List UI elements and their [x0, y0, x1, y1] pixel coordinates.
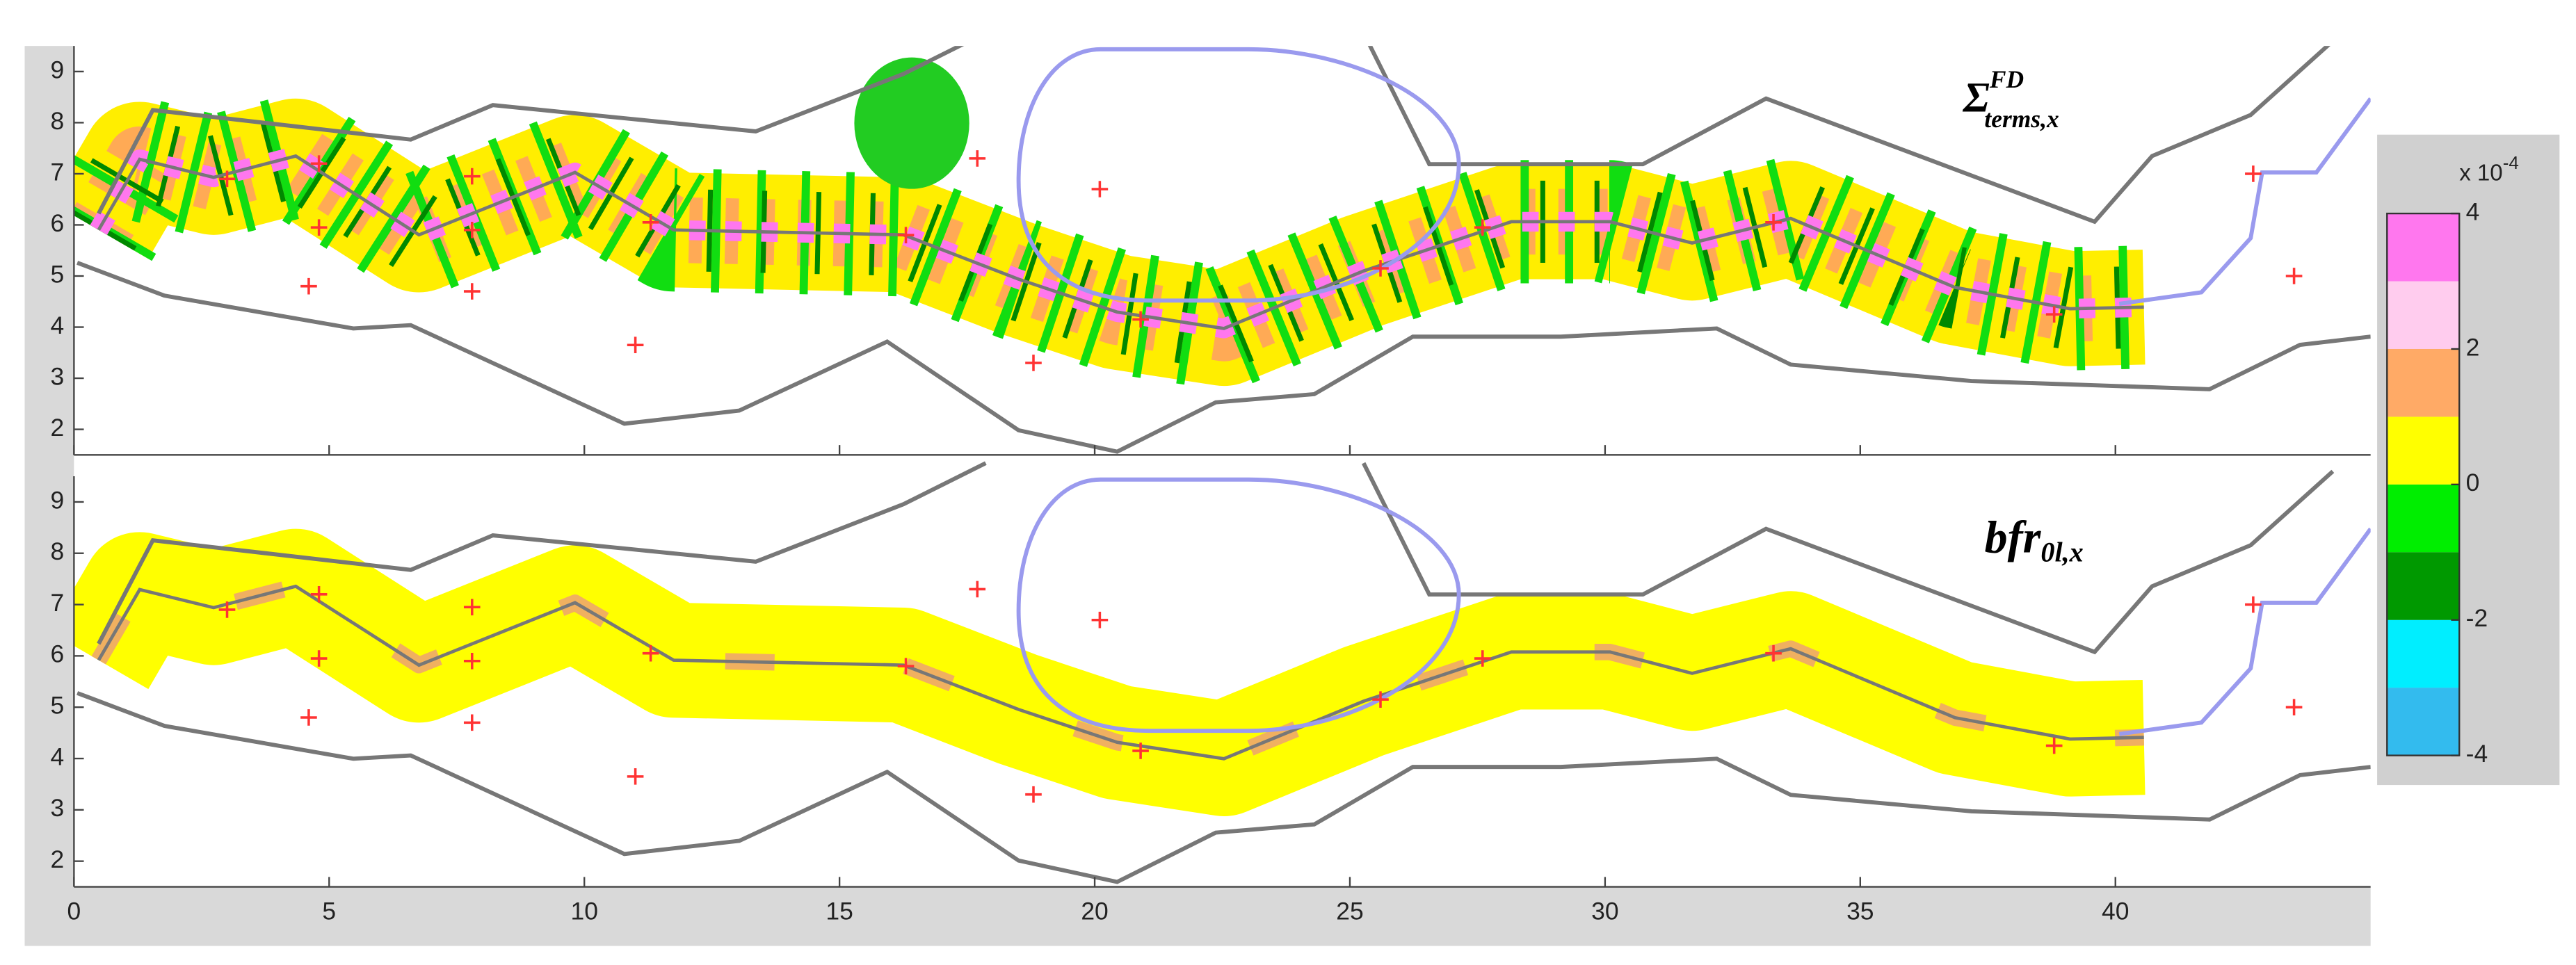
colorbar-band — [2387, 688, 2460, 756]
marker — [2045, 306, 2063, 323]
marker — [642, 644, 659, 662]
colorbar-band — [2387, 484, 2460, 553]
label-base: bfr — [1985, 512, 2042, 563]
marker — [1025, 786, 1042, 803]
label-sub: terms,x — [1984, 105, 2059, 133]
x-tick-label: 25 — [1336, 898, 1363, 925]
colorbar-band — [2387, 281, 2460, 349]
x-tick-label: 15 — [826, 898, 853, 925]
panel-label: bfr0l,x — [1985, 512, 2084, 568]
top-panel — [74, 33, 2370, 455]
marker — [1132, 743, 1149, 759]
y-tick-label: 7 — [50, 589, 64, 617]
marker — [969, 581, 986, 598]
marker — [1025, 355, 1042, 371]
x-tick-label: 20 — [1081, 898, 1108, 925]
colorbar-tick-label: -2 — [2466, 604, 2488, 632]
marker — [310, 219, 328, 236]
marker — [969, 150, 986, 167]
marker — [1474, 650, 1491, 667]
marker — [2285, 699, 2303, 716]
marker — [1132, 311, 1149, 328]
y-tick-label: 2 — [50, 845, 64, 873]
marker — [2045, 737, 2063, 754]
marker — [1091, 611, 1109, 629]
marker — [1765, 644, 1782, 662]
marker — [463, 283, 481, 300]
x-tick-label: 40 — [2102, 898, 2129, 925]
marker — [2245, 165, 2262, 182]
y-tick-label: 6 — [50, 209, 64, 237]
marker — [310, 650, 328, 667]
label-base: Σ — [1962, 74, 1990, 122]
marker — [1474, 219, 1491, 236]
colorbar-tick-label: 0 — [2466, 469, 2480, 496]
marker — [218, 170, 236, 188]
y-tick-label: 3 — [50, 794, 64, 822]
y-tick-label: 3 — [50, 362, 64, 390]
y-tick-label: 5 — [50, 260, 64, 288]
marker — [300, 709, 317, 726]
marker — [463, 714, 481, 731]
y-tick-label: 8 — [50, 107, 64, 135]
marker — [463, 599, 481, 616]
x-tick-label: 35 — [1846, 898, 1874, 925]
colorbar-multiplier: x 10-4 — [2459, 152, 2519, 186]
colorbar-band — [2387, 416, 2460, 485]
y-tick-label: 2 — [50, 414, 64, 441]
y-tick-label: 8 — [50, 537, 64, 565]
marker — [218, 601, 236, 618]
colorbar-band — [2387, 213, 2460, 282]
marker — [1091, 181, 1109, 197]
marker — [463, 652, 481, 670]
y-tick-label: 6 — [50, 640, 64, 668]
marker — [627, 768, 644, 785]
axis-strip — [24, 46, 74, 900]
marker — [1372, 260, 1389, 277]
multiplier-base: x 10 — [2459, 160, 2503, 186]
y-tick-label: 9 — [50, 486, 64, 514]
marker — [1765, 213, 1782, 231]
axis-strip — [24, 886, 2371, 946]
colorbar-band — [2387, 552, 2460, 620]
y-tick-label: 4 — [50, 311, 64, 339]
colorbar-tick-label: 2 — [2466, 333, 2480, 361]
marker — [463, 222, 481, 238]
marker — [2245, 596, 2262, 613]
marker — [642, 213, 659, 231]
panel-label: ΣFD terms,x — [1962, 65, 2059, 133]
x-tick-label: 5 — [322, 898, 336, 925]
colorbar-tick-label: -4 — [2466, 740, 2488, 768]
x-tick-label: 0 — [67, 898, 81, 925]
y-tick-label: 9 — [50, 56, 64, 83]
y-tick-label: 7 — [50, 158, 64, 186]
marker — [627, 336, 644, 354]
label-sup: FD — [1989, 65, 2024, 93]
bottom-panel — [74, 460, 2370, 887]
label-sub: 0l,x — [2040, 537, 2083, 568]
x-tick-label: 30 — [1591, 898, 1618, 925]
marker — [1372, 691, 1389, 708]
y-tick-label: 5 — [50, 692, 64, 720]
colorbar-tick-label: 4 — [2466, 197, 2480, 225]
marker — [2285, 268, 2303, 284]
marker — [897, 227, 915, 243]
colorbar-band — [2387, 348, 2460, 417]
marker — [300, 277, 317, 295]
y-tick-label: 4 — [50, 743, 64, 770]
x-tick-label: 10 — [571, 898, 598, 925]
multiplier-exponent: -4 — [2503, 152, 2519, 173]
marker — [463, 168, 481, 185]
marker — [310, 585, 328, 603]
colorbar-band — [2387, 619, 2460, 688]
marker — [310, 155, 328, 172]
marker — [897, 658, 915, 674]
